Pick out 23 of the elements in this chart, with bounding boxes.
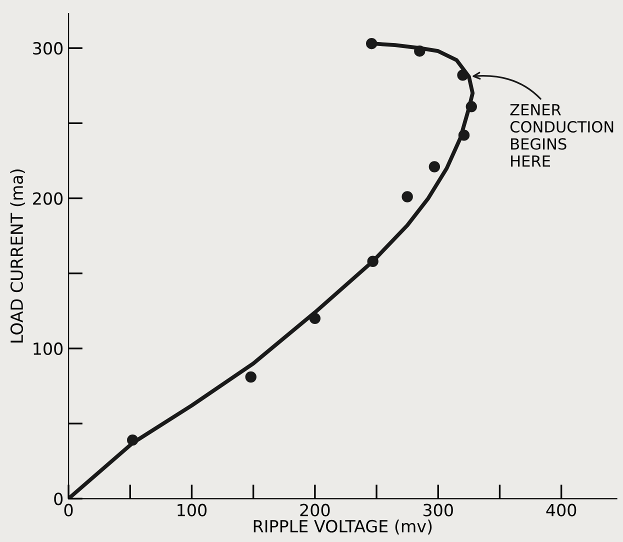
point xyxy=(457,70,468,81)
point xyxy=(458,130,470,141)
point xyxy=(126,434,138,446)
point xyxy=(245,371,256,383)
annotation: ZENER CONDUCTION BEGINS HERE xyxy=(510,104,614,167)
x-tick-label: 300 xyxy=(423,504,453,516)
x-tick-label: 0 xyxy=(64,504,73,516)
point xyxy=(366,38,378,50)
y-tick-label: 200 xyxy=(33,192,63,205)
point xyxy=(402,191,413,202)
point xyxy=(309,312,321,324)
x-tick-label: 100 xyxy=(178,504,207,516)
y-tick-label: 0 xyxy=(54,492,63,506)
y-tick-label: 300 xyxy=(33,42,63,55)
x-tick-label: 200 xyxy=(300,504,330,516)
point xyxy=(414,45,426,57)
point xyxy=(466,101,477,112)
point xyxy=(367,256,378,267)
y-tick-label: 100 xyxy=(34,342,63,356)
x-tick-label: 400 xyxy=(546,504,576,516)
point xyxy=(428,161,440,172)
x-axis-title: RIPPLE VOLTAGE (mv) xyxy=(254,520,432,534)
y-axis-title: LOAD CURRENT (ma) xyxy=(10,170,26,342)
